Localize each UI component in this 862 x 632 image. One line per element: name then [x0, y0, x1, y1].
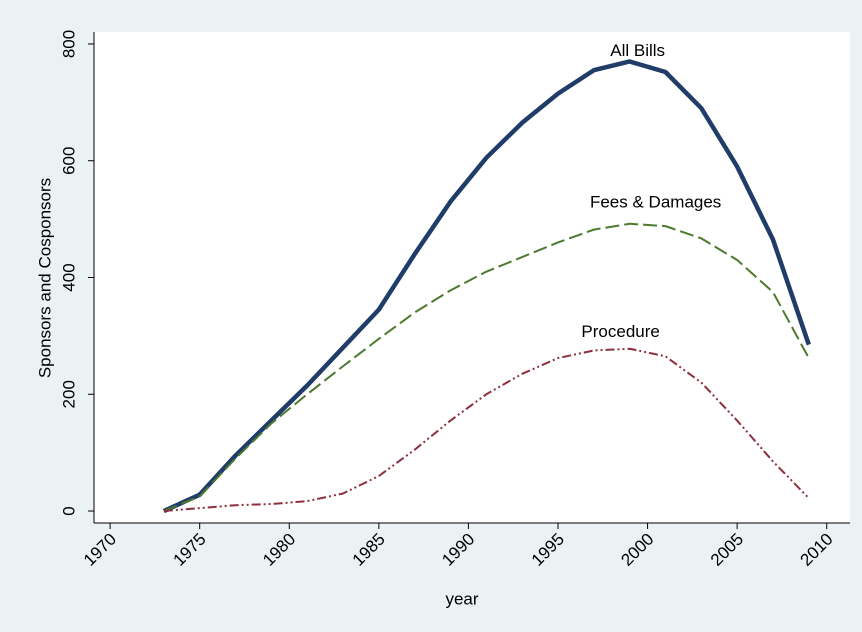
y-tick-label: 200: [59, 380, 78, 408]
y-tick-label: 800: [59, 30, 78, 58]
series-line: [162, 59, 811, 514]
plot-area: [94, 32, 850, 523]
series-line: [163, 222, 810, 512]
series-label: Procedure: [581, 322, 659, 341]
y-tick-label: 600: [59, 147, 78, 175]
series-label: All Bills: [610, 41, 665, 60]
y-tick-label: 400: [59, 263, 78, 291]
x-axis-title: year: [445, 589, 478, 608]
y-axis-title: Sponsors and Cosponsors: [35, 178, 54, 378]
series-line: [163, 347, 810, 513]
y-tick-label: 0: [59, 506, 78, 515]
series-label: Fees & Damages: [590, 192, 721, 211]
